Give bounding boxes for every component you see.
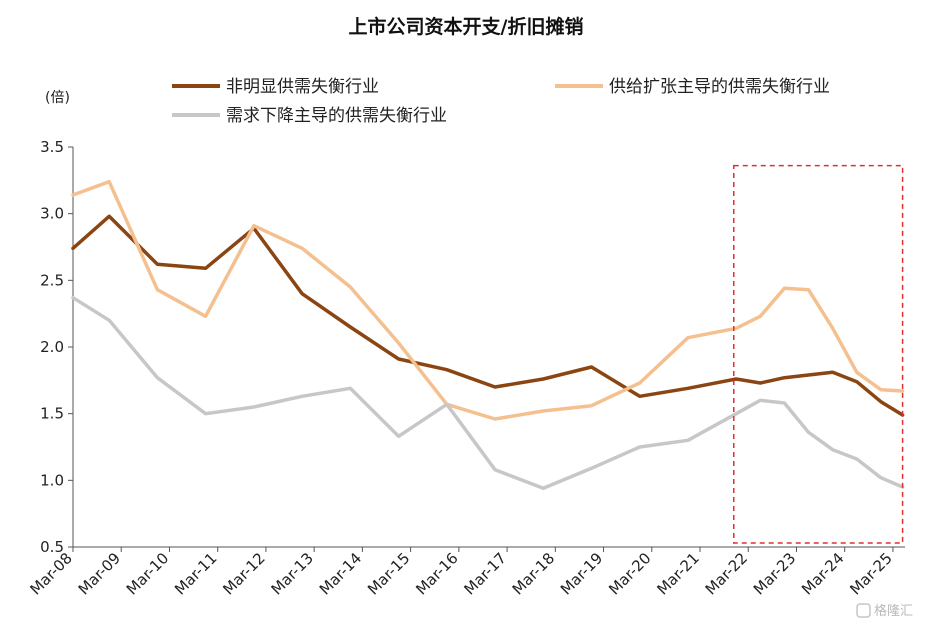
- x-tick-label: Mar-11: [171, 549, 220, 598]
- x-tick-label: Mar-09: [75, 549, 124, 598]
- watermark-logo-icon: [856, 603, 871, 618]
- x-tick-label: Mar-12: [219, 549, 268, 598]
- legend-label-3: 需求下降主导的供需失衡行业: [226, 106, 447, 126]
- series-line-1: [71, 214, 905, 417]
- y-axis-unit: (倍): [45, 90, 70, 106]
- x-tick-label: Mar-08: [26, 549, 75, 598]
- x-tick-label: Mar-20: [605, 549, 654, 598]
- x-tick-label: Mar-17: [461, 549, 510, 598]
- legend-label-2: 供给扩张主导的供需失衡行业: [609, 77, 830, 97]
- legend-label-1: 非明显供需失衡行业: [226, 77, 379, 97]
- x-tick-label: Mar-23: [750, 549, 799, 598]
- watermark: 格隆汇: [856, 603, 913, 619]
- x-axis-ticks: Mar-08Mar-09Mar-10Mar-11Mar-12Mar-13Mar-…: [26, 547, 896, 598]
- y-tick-label: 2.5: [40, 271, 64, 289]
- y-tick-label: 0.5: [40, 538, 64, 556]
- chart-title: 上市公司资本开支/折旧摊销: [349, 15, 584, 38]
- x-tick-label: Mar-14: [316, 549, 365, 598]
- y-tick-label: 2.0: [40, 338, 64, 356]
- y-tick-label: 3.5: [40, 138, 64, 156]
- x-tick-label: Mar-18: [509, 549, 558, 598]
- x-tick-label: Mar-10: [123, 549, 172, 598]
- x-tick-label: Mar-16: [412, 549, 461, 598]
- x-tick-label: Mar-24: [798, 549, 847, 598]
- x-tick-label: Mar-19: [557, 549, 606, 598]
- x-tick-label: Mar-25: [846, 549, 895, 598]
- y-tick-label: 1.0: [40, 471, 64, 489]
- x-tick-label: Mar-15: [364, 549, 413, 598]
- series-line-2: [71, 179, 905, 421]
- series-group: [71, 179, 905, 491]
- watermark-text: 格隆汇: [874, 603, 913, 619]
- x-tick-label: Mar-13: [268, 549, 317, 598]
- highlight-box-group: [733, 164, 904, 544]
- y-tick-label: 1.5: [40, 405, 64, 423]
- x-tick-label: Mar-22: [702, 549, 751, 598]
- x-tick-label: Mar-21: [653, 549, 702, 598]
- highlight-box: [733, 164, 904, 544]
- y-axis-ticks: 0.5 1.0 1.5 2.0 2.5 3.0 3.5: [40, 138, 73, 556]
- y-tick-label: 3.0: [40, 205, 64, 223]
- series-line-3: [71, 295, 905, 491]
